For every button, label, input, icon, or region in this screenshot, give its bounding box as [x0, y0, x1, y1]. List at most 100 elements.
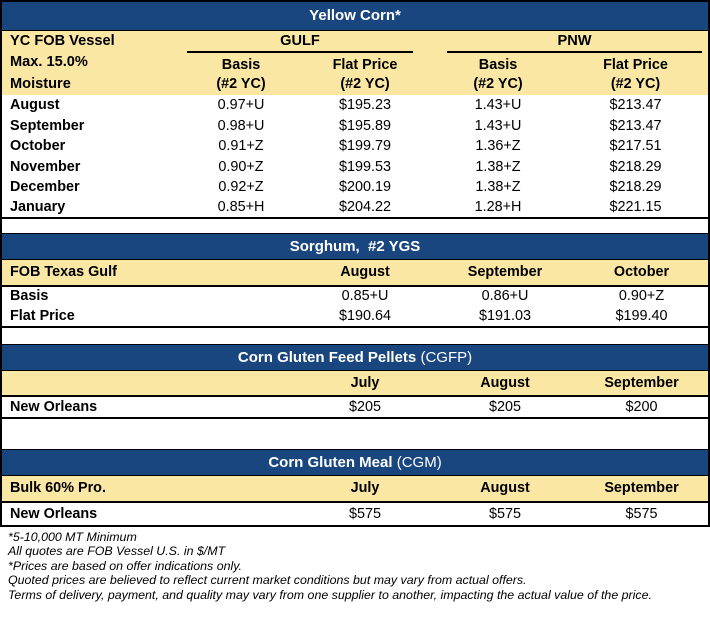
- pnw-basis-cell: 1.36+Z: [475, 138, 521, 155]
- cgm-title-bold: Corn Gluten Meal: [268, 454, 393, 471]
- value-cell: $575: [625, 505, 658, 522]
- pnw-flat-price-cell: $217.51: [609, 138, 662, 155]
- gulf-basis-cell: 0.91+Z: [218, 138, 264, 155]
- cgfp-title-band: Corn Gluten Feed Pellets (CGFP): [2, 344, 709, 371]
- value-cell: $191.03: [478, 307, 532, 324]
- sorghum-title: Sorghum, #2 YGS: [2, 233, 709, 260]
- gulf-flat-price-cell: $199.53: [338, 158, 392, 175]
- section-gap: [2, 328, 708, 344]
- footnote-line: All quotes are FOB Vessel U.S. in $/MT: [8, 544, 226, 559]
- pnw-basis-cell: 1.28+H: [474, 199, 522, 216]
- pnw-flat-price-cell: $213.47: [609, 97, 662, 114]
- side-header-line-2: Max. 15.0%: [10, 54, 88, 70]
- column-header-label: Flat Price: [603, 57, 668, 73]
- column-header-sublabel: (#2 YC): [610, 76, 661, 92]
- yellow-corn-table: Yellow Corn* YC FOB Vessel Max. 15.0% Mo…: [2, 2, 709, 219]
- pnw-basis-cell: 1.43+U: [474, 117, 522, 134]
- cgfp-title-abbrev: (CGFP): [416, 348, 473, 366]
- cgm-title-band: Corn Gluten Meal (CGM): [2, 449, 709, 476]
- table-row: September 0.98+U $195.89 1.43+U $213.47: [2, 116, 708, 137]
- pnw-flat-price-cell: $221.15: [609, 199, 662, 216]
- footnote-line: Terms of delivery, payment, and quality …: [8, 587, 652, 602]
- footnotes: *5-10,000 MT Minimum All quotes are FOB …: [0, 527, 710, 603]
- pnw-basis-cell: 1.38+Z: [475, 179, 521, 196]
- value-cell: $190.64: [338, 307, 392, 324]
- yellow-corn-column-header-row: Basis (#2 YC) Flat Price (#2 YC) Basis: [2, 55, 709, 95]
- month-header: July: [295, 370, 435, 396]
- sorghum-table: Sorghum, #2 YGS FOB Texas Gulf August Se…: [2, 233, 709, 328]
- gulf-basis-cell: 0.98+U: [217, 117, 265, 134]
- pnw-basis-cell: 1.43+U: [474, 97, 522, 114]
- cgfp-title-bold: Corn Gluten Feed Pellets: [237, 348, 417, 366]
- gulf-basis-cell: 0.85+H: [217, 199, 265, 216]
- group-header-pnw: PNW: [433, 30, 709, 55]
- month-header: October: [575, 259, 709, 286]
- column-header-sublabel: (#2 YC): [340, 76, 390, 92]
- column-header-pnw-basis: Basis (#2 YC): [433, 55, 563, 95]
- column-header-label: Basis: [478, 57, 518, 73]
- yellow-corn-side-header: YC FOB Vessel Max. 15.0% Moisture: [2, 30, 185, 95]
- table-row: Basis 0.85+U 0.86+U 0.90+Z: [2, 286, 708, 307]
- month-header: September: [575, 370, 709, 396]
- gulf-basis-cell: 0.97+U: [217, 97, 265, 114]
- group-header-gulf: GULF: [185, 30, 433, 55]
- side-header-line-1: YC FOB Vessel: [10, 32, 115, 49]
- value-cell: $199.40: [615, 307, 668, 324]
- cgm-title-abbrev: (CGM): [392, 454, 442, 471]
- month-cell: August: [10, 97, 60, 114]
- table-row: December 0.92+Z $200.19 1.38+Z $218.29: [2, 177, 708, 198]
- table-row: New Orleans $205 $205 $200: [2, 396, 708, 418]
- row-label: New Orleans: [10, 505, 98, 522]
- cgfp-header-row: July August September: [2, 370, 709, 396]
- table-row: November 0.90+Z $199.53 1.38+Z $218.29: [2, 157, 708, 178]
- group-header-pnw-label: PNW: [447, 33, 703, 53]
- month-cell: January: [10, 199, 66, 216]
- month-cell: November: [10, 158, 81, 175]
- side-header-line-3: Moisture: [10, 75, 71, 92]
- pnw-flat-price-cell: $213.47: [609, 117, 662, 134]
- table-row: January 0.85+H $204.22 1.28+H $221.15: [2, 198, 708, 219]
- pnw-flat-price-cell: $218.29: [609, 158, 662, 175]
- pnw-basis-cell: 1.38+Z: [475, 158, 521, 175]
- value-cell: 0.86+U: [481, 288, 529, 305]
- row-label: Flat Price: [10, 307, 75, 324]
- value-cell: $205: [488, 399, 521, 415]
- cgm-row-header: Bulk 60% Pro.: [2, 475, 295, 502]
- cgfp-title: Corn Gluten Feed Pellets (CGFP): [2, 344, 709, 371]
- column-header-pnw-flat-price: Flat Price (#2 YC): [563, 55, 709, 95]
- gulf-flat-price-cell: $195.23: [338, 97, 392, 114]
- month-cell: September: [10, 117, 85, 134]
- value-cell: $200: [625, 399, 658, 415]
- group-header-gulf-label: GULF: [187, 33, 413, 53]
- cgm-table: Corn Gluten Meal (CGM) Bulk 60% Pro. Jul…: [2, 449, 709, 527]
- footnote-line: *5-10,000 MT Minimum: [8, 529, 137, 544]
- month-cell: December: [10, 179, 80, 196]
- value-cell: 0.85+U: [341, 288, 389, 305]
- row-label: New Orleans: [10, 399, 98, 415]
- month-cell: October: [10, 138, 66, 155]
- column-header-label: Flat Price: [332, 57, 398, 73]
- table-row: New Orleans $575 $575 $575: [2, 502, 708, 526]
- value-cell: $205: [348, 399, 381, 415]
- value-cell: 0.90+Z: [618, 288, 665, 305]
- gulf-flat-price-cell: $200.19: [338, 179, 392, 196]
- cgfp-table: Corn Gluten Feed Pellets (CGFP) July Aug…: [2, 343, 709, 419]
- section-gap: [2, 419, 708, 449]
- value-cell: $575: [348, 505, 381, 522]
- yellow-corn-title: Yellow Corn*: [2, 2, 709, 31]
- month-header: August: [435, 370, 575, 396]
- gulf-flat-price-cell: $199.79: [338, 138, 392, 155]
- gulf-flat-price-cell: $204.22: [338, 199, 392, 216]
- month-header: July: [295, 475, 435, 502]
- column-header-sublabel: (#2 YC): [473, 76, 523, 92]
- column-header-gulf-basis: Basis (#2 YC): [185, 55, 297, 95]
- section-gap: [2, 219, 708, 233]
- column-header-gulf-flat-price: Flat Price (#2 YC): [297, 55, 433, 95]
- pnw-flat-price-cell: $218.29: [609, 179, 662, 196]
- month-header: September: [435, 259, 575, 286]
- column-header-sublabel: (#2 YC): [216, 76, 266, 92]
- table-row: August 0.97+U $195.23 1.43+U $213.47: [2, 95, 708, 116]
- row-label: Basis: [10, 288, 49, 305]
- cgfp-row-header: [2, 370, 295, 396]
